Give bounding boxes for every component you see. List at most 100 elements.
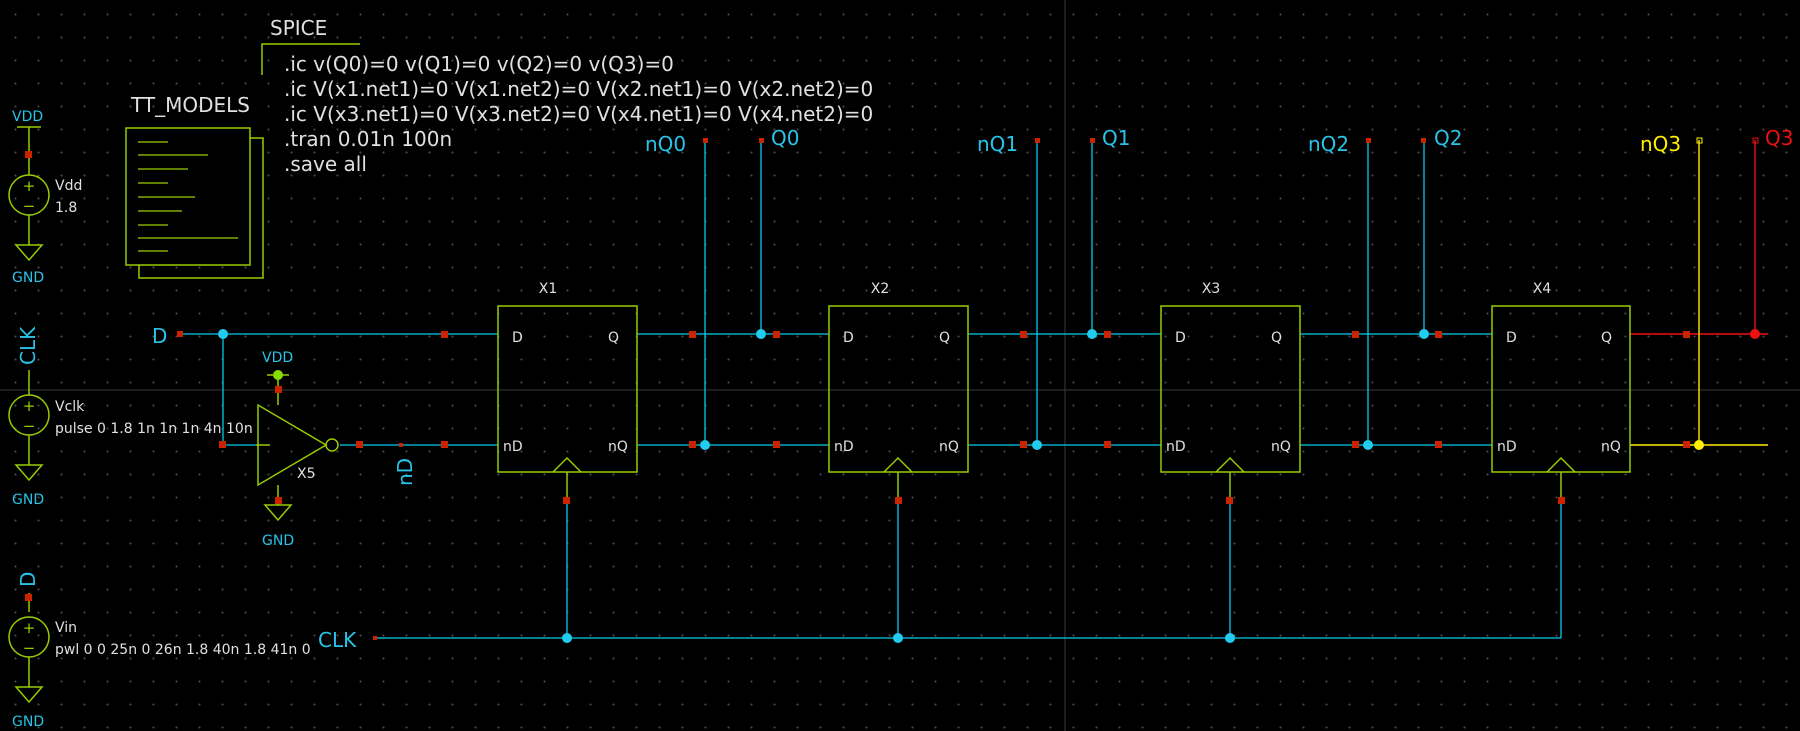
pin [1352, 331, 1359, 338]
net-label-nq2[interactable]: nQ2 [1308, 132, 1349, 156]
d-net-label: D [16, 572, 40, 587]
pin [1558, 497, 1565, 504]
pin [441, 331, 448, 338]
junction [273, 370, 283, 380]
flipflop-x1[interactable]: X1 D Q nD nQ [497, 281, 638, 500]
vin-value: pwl 0 0 25n 0 26n 1.8 40n 1.8 41n 0 [55, 642, 311, 658]
models-block[interactable]: TT_MODELS [125, 93, 264, 279]
ground-icon [14, 244, 44, 262]
net-label-d-in[interactable]: D [152, 324, 167, 348]
pin [1035, 138, 1040, 143]
flipflop-name: X2 [871, 281, 890, 297]
net-label-clk[interactable]: CLK [318, 628, 357, 652]
inverter-vdd-label: VDD [262, 350, 293, 366]
junction [1225, 633, 1235, 643]
junction [1750, 329, 1760, 339]
pin [1435, 331, 1442, 338]
pin [275, 386, 282, 393]
junction [893, 633, 903, 643]
pin-label: nD [1497, 439, 1517, 455]
pin-label: D [512, 330, 523, 346]
models-title: TT_MODELS [130, 93, 250, 117]
gnd-label: GND [12, 270, 44, 286]
document-icon [125, 127, 264, 279]
pin [1366, 138, 1371, 143]
clock-pin-icon [1546, 456, 1576, 473]
clock-pin-icon [883, 456, 913, 473]
pin [399, 443, 403, 447]
pin [356, 441, 363, 448]
pin [373, 636, 377, 640]
vclk-value: pulse 0 1.8 1n 1n 1n 4n 10n [55, 421, 253, 437]
net-label-nq1[interactable]: nQ1 [977, 132, 1018, 156]
pin-label: D [1506, 330, 1517, 346]
pin [563, 497, 570, 504]
net-label-q3[interactable]: Q3 [1765, 126, 1793, 150]
vclk-source[interactable]: CLK + − Vclk pulse 0 1.8 1n 1n 1n 4n 10n… [8, 326, 253, 508]
flipflop-name: X3 [1202, 281, 1221, 297]
flipflop-x2[interactable]: X2 D Q nD nQ [828, 281, 969, 500]
wires [180, 140, 1562, 639]
inverter-icon [257, 403, 328, 487]
junction [218, 329, 228, 339]
ground-icon [14, 686, 44, 704]
pin [1104, 331, 1111, 338]
spice-line: .ic V(x3.net1)=0 V(x3.net2)=0 V(x4.net1)… [284, 102, 873, 126]
junction [1363, 440, 1373, 450]
vin-name: Vin [55, 620, 77, 636]
svg-text:−: − [23, 639, 36, 657]
pin [441, 441, 448, 448]
pin-label: Q [1271, 330, 1282, 346]
svg-text:+: + [23, 397, 36, 415]
net-label-q2[interactable]: Q2 [1434, 126, 1462, 150]
junction [1694, 440, 1704, 450]
svg-text:+: + [23, 177, 36, 195]
pin [1090, 138, 1095, 143]
pin [1683, 331, 1690, 338]
voltage-source-icon: + − [8, 394, 50, 436]
pin [1683, 441, 1690, 448]
ground-icon [263, 504, 293, 522]
pin-label: D [843, 330, 854, 346]
net-label-q1[interactable]: Q1 [1102, 126, 1130, 150]
vin-source[interactable]: D + − Vin pwl 0 0 25n 0 26n 1.8 40n 1.8 … [8, 572, 311, 730]
flipflop-x3[interactable]: X3 D Q nD nQ [1160, 281, 1301, 500]
pin [25, 151, 32, 158]
inverter-x5[interactable]: VDD X5 GND [256, 350, 339, 549]
junction [562, 633, 572, 643]
vdd-net-label: VDD [12, 109, 43, 125]
net-label-nq0[interactable]: nQ0 [645, 132, 686, 156]
spice-line: .save all [284, 152, 367, 176]
spice-line: .ic V(x1.net1)=0 V(x1.net2)=0 V(x2.net1)… [284, 77, 873, 101]
vdd-source[interactable]: VDD + − Vdd 1.8 GND [8, 109, 82, 286]
pin-label: nD [503, 439, 523, 455]
pin [219, 441, 226, 448]
pin [759, 138, 764, 143]
net-label-nd[interactable]: nD [393, 458, 417, 486]
pin [1421, 138, 1426, 143]
clock-pin-icon [552, 456, 582, 473]
vclk-name: Vclk [55, 399, 85, 415]
svg-text:−: − [23, 417, 36, 435]
inverter-name: X5 [297, 466, 316, 482]
pin [689, 441, 696, 448]
voltage-source-icon: + − [8, 616, 50, 658]
spice-code-block[interactable]: SPICE .ic v(Q0)=0 v(Q1)=0 v(Q2)=0 v(Q3)=… [261, 16, 873, 176]
pins [177, 138, 1690, 640]
svg-text:+: + [23, 619, 36, 637]
pin [689, 331, 696, 338]
pin [895, 497, 902, 504]
flipflop-x4[interactable]: X4 D Q nD nQ [1491, 281, 1631, 500]
pin [177, 331, 183, 337]
pin [1226, 497, 1233, 504]
net-label-q0[interactable]: Q0 [771, 126, 799, 150]
pin-label: D [1175, 330, 1186, 346]
net-label-nq3[interactable]: nQ3 [1640, 132, 1681, 156]
pin [1104, 441, 1111, 448]
spice-line: .ic v(Q0)=0 v(Q1)=0 v(Q2)=0 v(Q3)=0 [284, 52, 674, 76]
pin-label: Q [1601, 330, 1612, 346]
pin [703, 138, 708, 143]
pin-label: nD [834, 439, 854, 455]
